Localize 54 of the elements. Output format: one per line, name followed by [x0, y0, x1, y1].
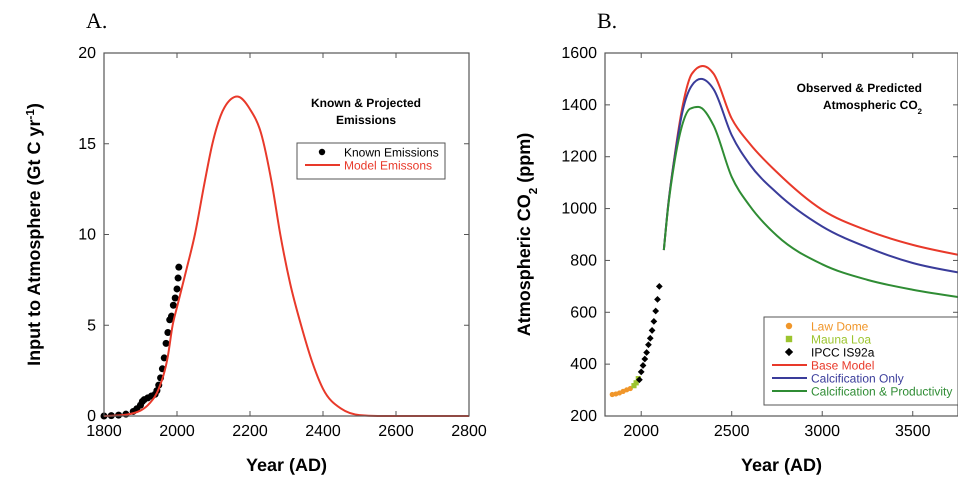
point: [652, 308, 660, 314]
y-tick-label: 15: [78, 136, 96, 153]
x-tick-label: 2000: [623, 423, 660, 440]
x-tick-label: 2500: [714, 423, 750, 440]
x-axis-title: Year (AD): [740, 455, 822, 475]
point: [175, 264, 182, 271]
point: [646, 334, 654, 342]
legend-label: Law Dome: [811, 320, 869, 334]
chart-title: B.: [597, 8, 618, 33]
point: [638, 368, 645, 376]
x-tick-label: 2600: [378, 423, 414, 440]
x-tick-label: 2400: [305, 423, 341, 440]
y-tick-label: 1200: [561, 148, 598, 166]
annotation: Known & Projected Emissions: [310, 96, 422, 127]
legend-label: Mauna Loa: [811, 332, 872, 346]
y-tick-label: 200: [570, 408, 598, 425]
chart-title: A.: [86, 8, 108, 33]
point: [174, 285, 180, 292]
legend-label: IPCC IS92a: [811, 346, 875, 360]
x-tick-label: 3000: [804, 423, 840, 440]
y-tick-label: 10: [78, 226, 96, 244]
point: [162, 340, 170, 347]
x-tick-label: 2000: [159, 423, 195, 440]
y-tick-label: 1600: [561, 45, 598, 62]
legend-label: Base Model: [811, 358, 874, 372]
legend-label: Known Emissions: [344, 146, 439, 160]
y-tick-label: 1000: [561, 200, 598, 218]
y-tick-label: 5: [87, 317, 96, 334]
x-tick-label: 2800: [451, 423, 487, 440]
y-tick-label: 20: [78, 45, 96, 62]
point: [648, 327, 656, 334]
x-axis-title: Year (AD): [246, 455, 328, 475]
y-tick-label: 1400: [561, 96, 598, 114]
annotation: Observed & Predicted Atmospheric CO$_{2}$: [796, 81, 923, 116]
point: [656, 282, 663, 290]
point: [641, 356, 648, 362]
y-tick-label: 0: [87, 408, 96, 425]
point: [174, 274, 182, 282]
x-tick-label: 1800: [86, 423, 122, 440]
point: [650, 318, 658, 325]
point: [643, 349, 650, 356]
point: [172, 294, 179, 302]
point: [654, 296, 661, 303]
point: [640, 362, 646, 369]
legend-label: Calcification Only: [811, 372, 904, 386]
legend-label: Model Emissons: [344, 158, 432, 172]
y-tick-label: 800: [570, 252, 598, 270]
legend-label: Calcification & Productivity: [811, 384, 952, 398]
point: [645, 341, 652, 348]
point: [170, 302, 177, 309]
y-tick-label: 400: [570, 356, 598, 374]
x-tick-label: 2200: [232, 423, 268, 440]
x-tick-label: 3500: [894, 423, 931, 440]
y-tick-label: 600: [570, 304, 598, 322]
